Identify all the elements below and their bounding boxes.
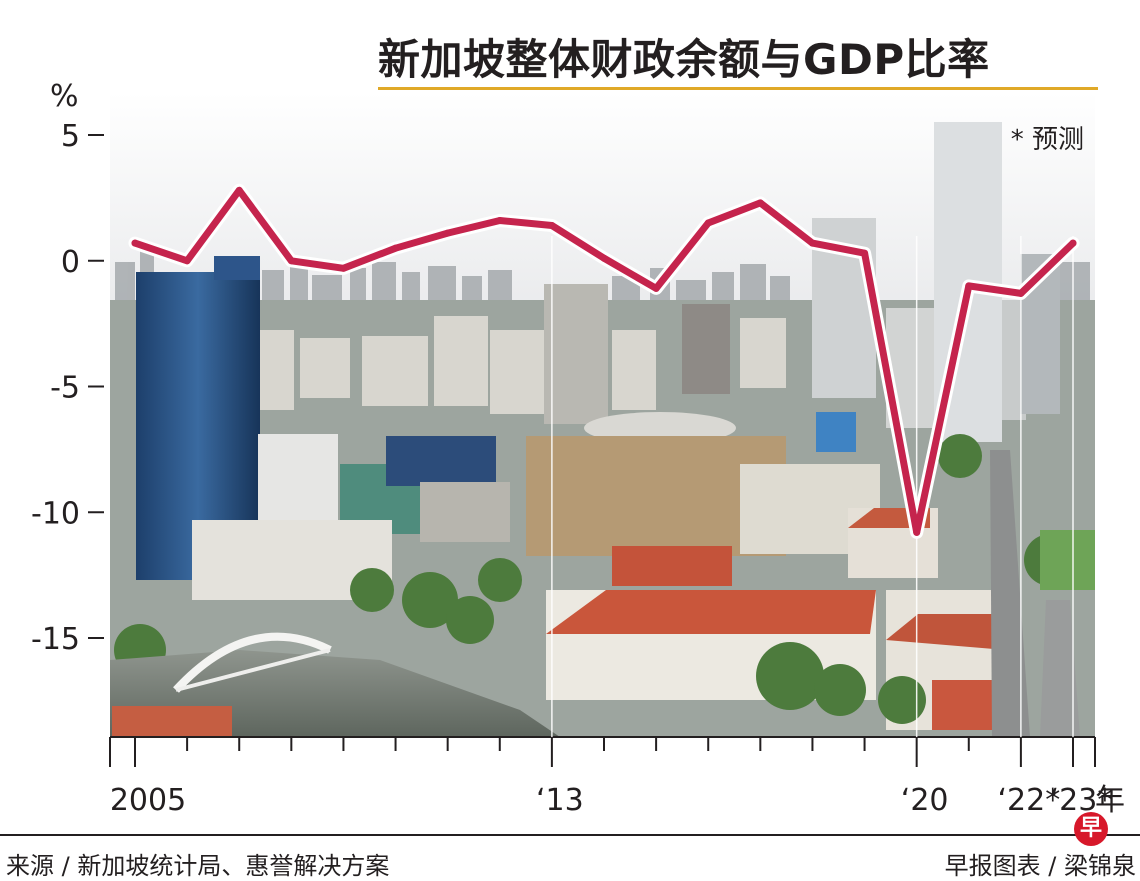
data-point	[548, 222, 556, 230]
data-point	[1017, 289, 1025, 297]
data-point	[392, 244, 400, 252]
x-tick-label: ‘23*	[1050, 783, 1113, 818]
data-point	[808, 239, 816, 247]
data-point	[287, 257, 295, 265]
city-skyline-photo	[110, 92, 1095, 737]
data-point	[652, 284, 660, 292]
data-point	[600, 254, 608, 262]
data-point	[861, 249, 869, 257]
data-point	[965, 282, 973, 290]
chart-title: 新加坡整体财政余额与GDP比率	[378, 35, 990, 84]
credit-note: 早报图表 / 梁锦泉	[944, 852, 1136, 880]
zaobao-logo: 早	[1074, 812, 1108, 846]
y-tick-label: -5	[50, 371, 80, 406]
x-tick-label: ‘13	[536, 783, 584, 818]
y-axis-unit-label: %	[50, 79, 79, 114]
x-tick-label: 2005	[110, 783, 186, 818]
x-axis-unit-label: 年	[1095, 783, 1125, 818]
data-point	[496, 217, 504, 225]
data-point	[704, 219, 712, 227]
data-point	[183, 257, 191, 265]
data-point	[131, 239, 139, 247]
y-tick-label: 0	[61, 245, 80, 280]
data-point	[444, 229, 452, 237]
data-point	[913, 528, 921, 536]
y-tick-label: 5	[61, 119, 80, 154]
y-tick-label: -10	[31, 496, 80, 531]
data-point	[756, 199, 764, 207]
data-point	[1069, 239, 1077, 247]
x-tick-label: ‘20	[901, 783, 949, 818]
footer-divider	[0, 834, 1140, 836]
data-point	[339, 264, 347, 272]
title-underline	[378, 87, 1098, 90]
chart-series	[128, 183, 1080, 539]
source-note: 来源 / 新加坡统计局、惠誉解决方案	[6, 852, 390, 880]
data-point	[235, 186, 243, 194]
forecast-note: * 预测	[1011, 125, 1084, 155]
chart-axes: % 5 0 -5 -10 -15 2005 ‘13 ‘20 ‘22*‘23*年 * 预测	[31, 79, 1125, 818]
y-tick-label: -15	[31, 622, 80, 657]
x-tick-label: ‘22*	[998, 783, 1061, 818]
